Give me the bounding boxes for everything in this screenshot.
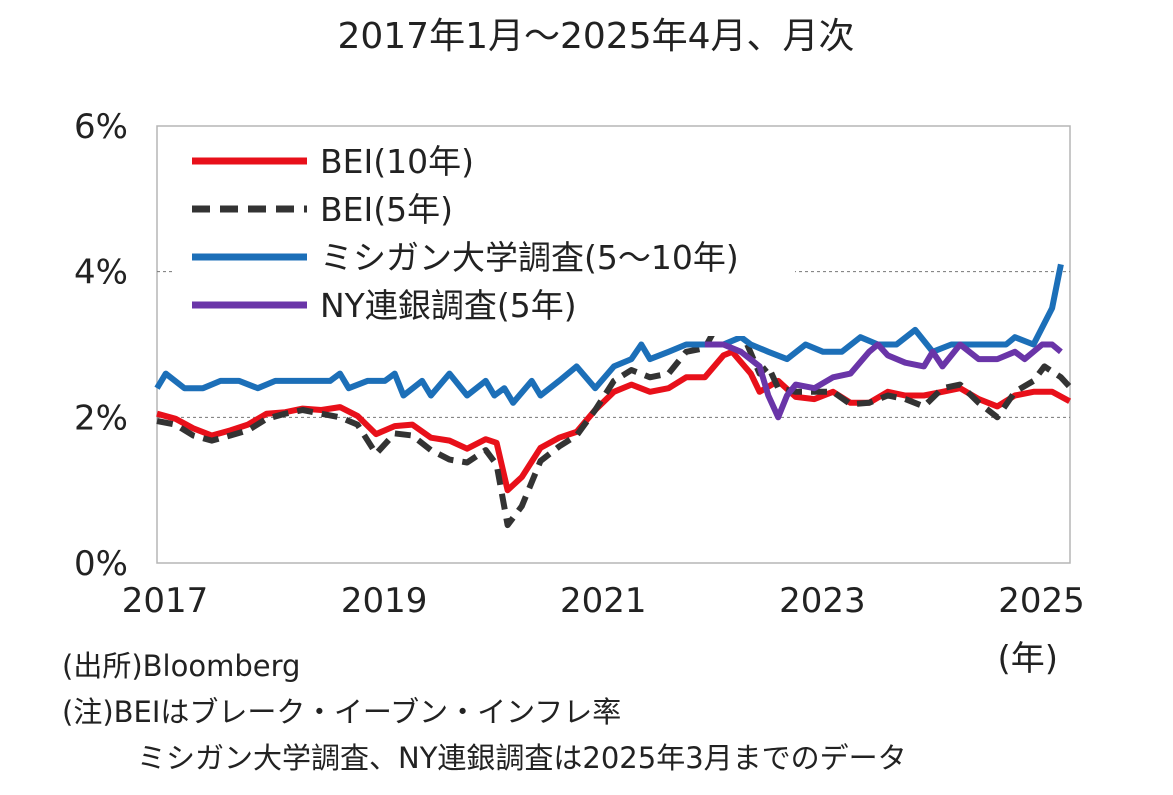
- legend-label: BEI(5年): [320, 190, 453, 229]
- series-line: [156, 348, 1072, 494]
- y-tick-label: 4%: [74, 253, 128, 293]
- chart-title: 2017年1月～2025年4月、月次: [337, 16, 854, 57]
- x-tick-label: 2017: [122, 581, 209, 621]
- x-axis: 2017 2019 2021 2023 2025: [122, 581, 1085, 621]
- legend-label: ミシガン大学調査(5～10年): [320, 238, 739, 277]
- series-line: [704, 341, 1063, 421]
- y-tick-label: 6%: [74, 107, 128, 147]
- series-line: [156, 310, 1072, 529]
- series-line: [154, 263, 1064, 406]
- footnote-line-1: (注)BEIはブレーク・イーブン・インフレ率: [62, 695, 622, 729]
- plot-area: [156, 125, 1071, 564]
- legend-label: NY連銀調査(5年): [320, 286, 577, 325]
- source-note: (出所)Bloomberg: [62, 649, 301, 683]
- x-tick-label: 2021: [560, 581, 647, 621]
- x-axis-unit: (年): [997, 639, 1058, 679]
- y-tick-label: 0%: [74, 544, 128, 584]
- series-lines: [154, 263, 1072, 529]
- y-axis: 0% 2% 4% 6%: [74, 107, 128, 584]
- legend-label: BEI(10年): [320, 142, 474, 181]
- x-tick-label: 2025: [998, 581, 1085, 621]
- x-tick-label: 2023: [779, 581, 866, 621]
- legend: BEI(10年) BEI(5年) ミシガン大学調査(5～10年) NY連銀調査(5年): [192, 142, 739, 325]
- footnote-line-2: ミシガン大学調査、NY連銀調査は2025年3月までのデータ: [137, 741, 907, 775]
- x-tick-label: 2019: [341, 581, 428, 621]
- y-tick-label: 2%: [74, 398, 128, 438]
